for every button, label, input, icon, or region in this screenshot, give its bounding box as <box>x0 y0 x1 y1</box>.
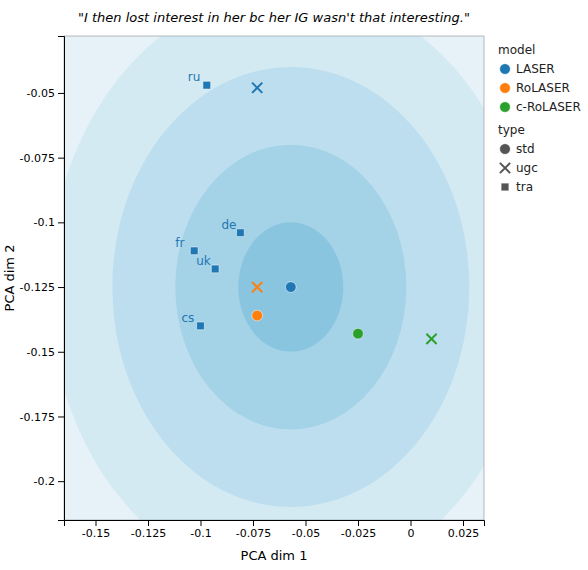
legend-symbol <box>500 102 511 113</box>
y-tick: -0.075 <box>20 152 64 165</box>
y-tick-mark <box>58 416 64 417</box>
ring <box>64 36 484 520</box>
point <box>285 282 296 293</box>
point <box>426 334 436 344</box>
points <box>190 81 436 344</box>
x-tick-mark <box>96 520 97 526</box>
legend-label: RoLASER <box>516 81 570 95</box>
x-tick-label: -0.025 <box>341 527 376 540</box>
point <box>252 310 263 321</box>
y-tick-mark <box>58 352 64 353</box>
y-tick: -0.125 <box>20 281 64 294</box>
point <box>197 322 205 330</box>
y-tick-label: -0.125 <box>20 281 55 294</box>
y-tick-label: -0.05 <box>27 87 55 100</box>
y-tick-mark <box>58 158 64 159</box>
y-tick-mark <box>58 222 64 223</box>
point-label: ru <box>188 70 201 84</box>
y-tick: -0.05 <box>27 87 64 100</box>
legend-header: type <box>498 123 525 137</box>
x-tick: -0.1 <box>190 520 211 540</box>
legend-symbol <box>500 64 511 75</box>
y-axis-line <box>58 37 65 521</box>
point <box>211 265 219 273</box>
point <box>353 328 364 339</box>
x-tick-mark <box>411 520 412 526</box>
y-tick: -0.1 <box>34 216 64 229</box>
y-tick: -0.175 <box>20 410 64 423</box>
marks <box>64 36 484 520</box>
point-label: uk <box>196 254 211 268</box>
x-tick: 0 <box>408 520 415 540</box>
x-tick-label: -0.1 <box>190 527 211 540</box>
y-tick-mark <box>58 481 64 482</box>
legend-label: c-RoLASER <box>516 100 581 114</box>
point <box>252 83 262 93</box>
y-tick: -0.15 <box>27 346 64 359</box>
x-tick-label: -0.125 <box>131 527 166 540</box>
x-tick-mark <box>201 520 202 526</box>
point-label: cs <box>182 311 195 325</box>
x-tick: -0.05 <box>292 520 320 540</box>
x-tick-label: 0.025 <box>448 527 480 540</box>
x-tick: -0.025 <box>341 520 376 540</box>
legend-label: ugc <box>516 161 538 175</box>
y-tick-label: -0.1 <box>34 216 55 229</box>
point <box>203 81 211 89</box>
point-labels: ru de fruk cs <box>175 70 236 325</box>
rings <box>64 36 484 520</box>
legend-symbol <box>501 183 509 191</box>
x-tick-label: 0 <box>408 527 415 540</box>
y-axis: -0.2 -0.175 -0.15 -0.125 -0.1 -0.075 -0.05 <box>20 37 65 521</box>
x-tick-mark <box>306 520 307 526</box>
y-tick-label: -0.2 <box>34 475 55 488</box>
legend-symbol <box>500 83 511 94</box>
chart-container: ru de fruk cs -0.15 -0.125 -0.1 -0.075 -0.05 -0.0… <box>0 0 588 570</box>
x-axis: -0.15 -0.125 -0.1 -0.075 -0.05 -0.025 0 0.025 <box>65 520 485 540</box>
x-tick-mark <box>253 520 254 526</box>
y-tick-label: -0.175 <box>20 410 55 423</box>
plot-area: ru de fruk cs -0.15 -0.125 -0.1 -0.075 -0.05 -0.0… <box>0 0 588 570</box>
y-tick-label: -0.075 <box>20 152 55 165</box>
point <box>237 229 245 237</box>
x-tick-mark <box>358 520 359 526</box>
chart-title: "I then lost interest in her bc her IG w… <box>78 10 470 25</box>
x-tick-mark <box>148 520 149 526</box>
legend-symbol <box>500 163 510 173</box>
legend-label: LASER <box>516 62 555 76</box>
x-tick-label: -0.05 <box>292 527 320 540</box>
y-tick-mark <box>58 287 64 288</box>
point-label: fr <box>175 236 184 250</box>
y-tick: -0.2 <box>34 475 64 488</box>
legend-label: tra <box>516 180 533 194</box>
x-tick-label: -0.075 <box>236 527 271 540</box>
x-tick: 0.025 <box>448 520 480 540</box>
chart-svg: ru de fruk cs -0.15 -0.125 -0.1 -0.075 -0.05 -0.0… <box>0 0 588 570</box>
point <box>252 282 262 292</box>
x-tick: -0.075 <box>236 520 271 540</box>
x-axis-line <box>65 521 485 527</box>
legend: model LASER RoLASER c-RoLASER type std ugc tra <box>498 43 581 194</box>
y-tick-mark <box>58 93 64 94</box>
y-tick-label: -0.15 <box>27 346 55 359</box>
y-axis-title: PCA dim 2 <box>2 245 17 312</box>
x-tick-mark <box>463 520 464 526</box>
x-tick-label: -0.15 <box>82 527 110 540</box>
point-label: de <box>221 218 236 232</box>
x-axis-title: PCA dim 1 <box>241 548 308 563</box>
legend-symbol <box>500 144 511 155</box>
x-tick: -0.15 <box>82 520 110 540</box>
legend-header: model <box>498 43 535 57</box>
legend-label: std <box>516 142 535 156</box>
x-tick: -0.125 <box>131 520 166 540</box>
